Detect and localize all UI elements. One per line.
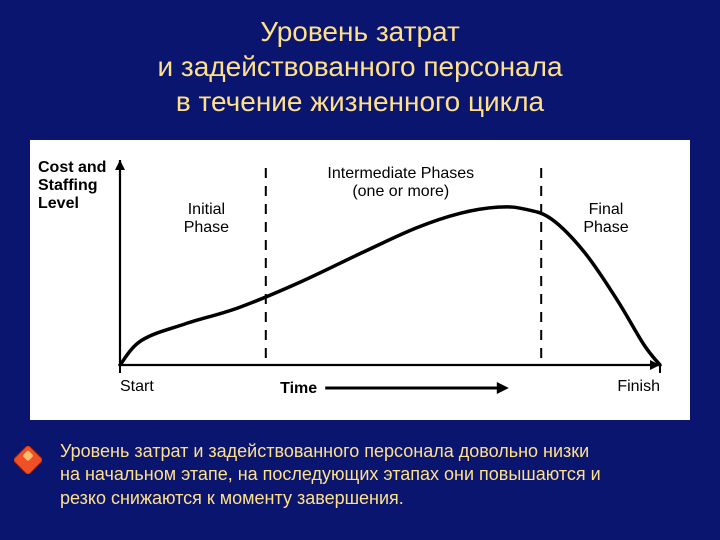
svg-text:Level: Level <box>38 195 79 212</box>
chart-svg: Cost andStaffingLevelInitialPhaseInterme… <box>30 140 690 420</box>
svg-text:Staffing: Staffing <box>38 177 98 194</box>
svg-text:Initial: Initial <box>188 201 225 218</box>
svg-text:Finish: Finish <box>617 378 660 395</box>
slide: Уровень затрат и задействованного персон… <box>0 0 720 540</box>
svg-text:(one or more): (one or more) <box>352 183 449 200</box>
caption: Уровень затрат и задействованного персон… <box>60 440 680 510</box>
bullet-icon <box>14 446 42 474</box>
svg-text:Phase: Phase <box>583 219 628 236</box>
title-line-2: и задействованного персонала <box>0 49 720 84</box>
title-line-3: в течение жизненного цикла <box>0 84 720 119</box>
svg-text:Start: Start <box>120 378 154 395</box>
svg-text:Time: Time <box>280 380 317 397</box>
slide-title: Уровень затрат и задействованного персон… <box>0 14 720 119</box>
svg-text:Final: Final <box>589 201 624 218</box>
svg-text:Cost and: Cost and <box>38 159 106 176</box>
title-line-1: Уровень затрат <box>0 14 720 49</box>
svg-text:Intermediate Phases: Intermediate Phases <box>327 165 474 182</box>
svg-text:Phase: Phase <box>184 219 229 236</box>
caption-line-2: на начальном этапе, на последующих этапа… <box>60 463 680 486</box>
chart-container: Cost andStaffingLevelInitialPhaseInterme… <box>30 140 690 420</box>
caption-line-3: резко снижаются к моменту завершения. <box>60 487 680 510</box>
caption-line-1: Уровень затрат и задействованного персон… <box>60 440 680 463</box>
